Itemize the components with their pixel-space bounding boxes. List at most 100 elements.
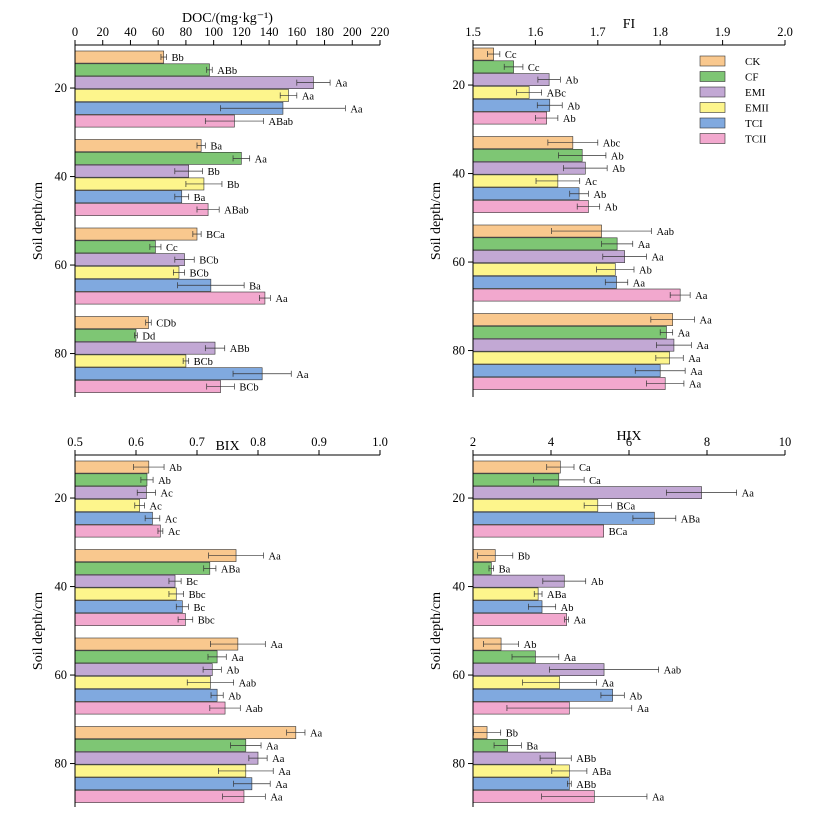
- x-tick-label: 80: [180, 25, 193, 39]
- depth-group-80: Aa Aa Aa Aa Aa Aa: [472, 313, 713, 391]
- bar-CK-80: [472, 313, 673, 326]
- depth-group-40: Aa ABa Bc Bbc Bc Bbc: [74, 549, 281, 627]
- depth-group-80: Bb Ba ABb ABa ABb Aa: [472, 726, 665, 804]
- significance-label: Ac: [168, 527, 181, 538]
- x-tick-label: 8: [704, 435, 710, 449]
- y-tick-label: 60: [453, 668, 466, 682]
- bar-TCI-80: [472, 777, 570, 791]
- panel-title: BIX: [215, 439, 239, 454]
- bar-TCI-60: [472, 688, 613, 702]
- bar-CF-60: [74, 240, 156, 254]
- bar-TCII-40: [472, 200, 589, 213]
- panel-fi: CcCcAbABcAbAbAbcAbAbAcAbAbAabAaAaAbAaAaA…: [429, 17, 793, 397]
- significance-label: Ab: [593, 190, 606, 201]
- bar-TCII-60: [74, 291, 266, 305]
- bar-TCII-20: [472, 524, 604, 538]
- bar-CK-60: [74, 227, 198, 241]
- y-axis-title: Soil depth/cm: [429, 592, 444, 670]
- bar-TCII-40: [74, 613, 186, 626]
- x-tick-label: 120: [232, 25, 251, 39]
- significance-label: Aa: [255, 154, 268, 165]
- legend-label-CF: CF: [745, 72, 758, 84]
- significance-label: ABab: [224, 206, 249, 217]
- significance-label: Aab: [656, 227, 674, 238]
- bar-TCI-60: [74, 688, 218, 702]
- significance-label: Aa: [678, 328, 691, 339]
- x-tick-label: 1.7: [590, 25, 606, 39]
- significance-label: Ac: [585, 177, 598, 188]
- bar-EMI-20: [74, 486, 147, 500]
- x-tick-label: 2.0: [777, 25, 793, 39]
- bar-TCII-40: [74, 203, 209, 216]
- bar-EMII-80: [74, 354, 187, 368]
- bar-EMI-60: [74, 663, 213, 676]
- significance-label: ABb: [230, 344, 250, 355]
- significance-label: Aa: [335, 79, 348, 90]
- depth-group-40: Ba Aa Bb Bb Ba ABab: [74, 139, 268, 217]
- bar-CF-60: [472, 237, 618, 251]
- significance-label: Bb: [172, 53, 184, 64]
- x-tick-label: 140: [260, 25, 279, 39]
- bar-CK-40: [74, 139, 202, 152]
- bar-TCI-20: [74, 511, 153, 525]
- bar-CF-80: [472, 325, 667, 339]
- significance-label: Aa: [310, 729, 323, 740]
- significance-label: Aa: [296, 370, 309, 381]
- significance-label: Ab: [605, 203, 618, 214]
- significance-label: Aa: [275, 780, 288, 791]
- x-tick-label: 1.0: [372, 435, 388, 449]
- significance-label: Aa: [700, 316, 713, 327]
- x-tick-label: 1.5: [465, 25, 481, 39]
- significance-label: Bb: [208, 167, 220, 178]
- bar-CF-40: [74, 561, 211, 575]
- significance-label: Ca: [589, 476, 601, 487]
- significance-label: Aa: [602, 678, 615, 689]
- significance-label: ABa: [547, 590, 567, 601]
- legend-swatch-EMII: [699, 102, 726, 113]
- significance-label: Dd: [142, 331, 156, 342]
- y-tick-label: 20: [55, 81, 68, 95]
- significance-label: ABa: [681, 514, 701, 525]
- bar-EMII-80: [472, 351, 670, 365]
- significance-label: Ab: [158, 476, 171, 487]
- bar-EMII-60: [472, 263, 616, 276]
- significance-label: Aa: [302, 91, 315, 102]
- y-axis-title: Soil depth/cm: [31, 182, 46, 260]
- significance-label: Aa: [638, 240, 651, 251]
- significance-label: Ab: [563, 114, 576, 125]
- x-tick-label: 1.6: [528, 25, 544, 39]
- x-tick-label: 0: [72, 25, 78, 39]
- bar-EMI-40: [74, 574, 176, 588]
- bar-EMI-60: [74, 253, 185, 267]
- significance-label: Ab: [169, 463, 182, 474]
- panel-hix: CaCaAaBCaABaBCaBbBaAbABaAbAaAbAaAabAaAbA…: [429, 429, 791, 807]
- significance-label: BCb: [194, 357, 213, 368]
- significance-label: Aa: [742, 489, 755, 500]
- panel-title: FI: [623, 17, 636, 32]
- significance-label: Ac: [150, 501, 163, 512]
- bar-EMII-60: [74, 266, 180, 279]
- x-tick-label: 100: [204, 25, 223, 39]
- x-tick-label: 1.9: [715, 25, 731, 39]
- bar-CF-80: [74, 738, 247, 752]
- significance-label: BCa: [609, 527, 628, 538]
- legend-swatch-EMI: [699, 86, 726, 98]
- bar-TCI-80: [74, 777, 253, 791]
- significance-label: Ab: [561, 603, 574, 614]
- significance-label: Aa: [278, 767, 291, 778]
- significance-label: Bc: [193, 603, 205, 614]
- panel-title: DOC/(mg·kg⁻¹): [182, 11, 273, 26]
- significance-label: Ab: [611, 151, 624, 162]
- significance-label: Bb: [518, 552, 530, 563]
- y-tick-label: 20: [55, 491, 68, 505]
- bar-EMI-40: [74, 164, 189, 178]
- significance-label: Ac: [165, 514, 178, 525]
- legend-label-EMI: EMI: [745, 87, 766, 99]
- significance-label: BCb: [239, 383, 258, 394]
